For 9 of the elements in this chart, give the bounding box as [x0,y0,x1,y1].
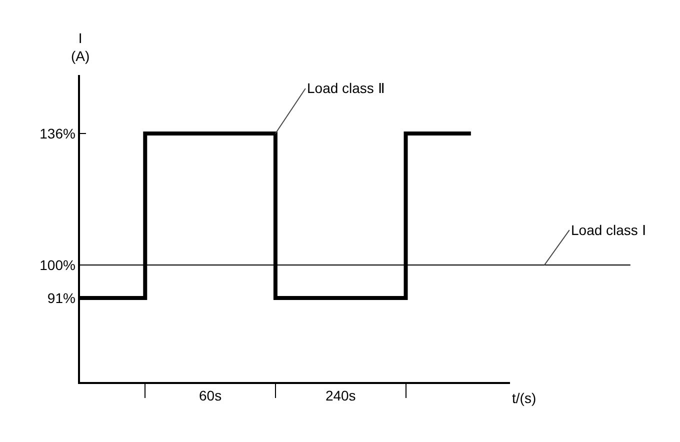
x-axis-title: t/(s) [512,390,536,406]
x-tick-label: 60s [199,388,222,404]
x-tick-label: 240s [325,388,356,404]
y-tick-label: 91% [47,290,76,306]
ref-line-label: Load class Ⅰ [571,222,646,238]
text: Load class Ⅱ [307,80,385,96]
y-axis-title: I (A) [71,30,90,64]
y-tick-label: 100% [40,256,76,273]
y-tick-label: 136% [40,125,76,142]
